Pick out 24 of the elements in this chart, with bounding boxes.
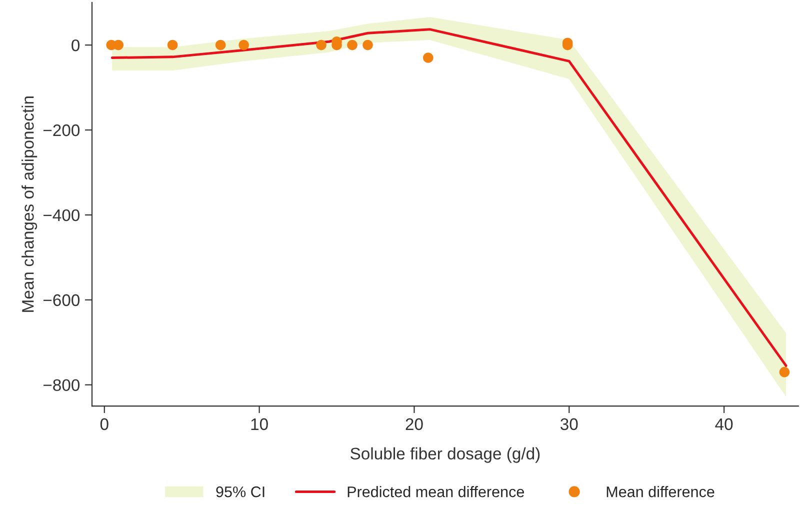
point (215, 40, 226, 50)
x-tick-label: 20 (406, 418, 423, 430)
y-axis-title: Mean changes of adiponectin (22, 96, 38, 312)
y-tick-label: 0 (72, 39, 80, 52)
x-tick-label: 40 (715, 418, 733, 430)
y-tick-label: −800 (43, 379, 80, 392)
point (347, 40, 358, 50)
point (316, 40, 326, 50)
legend-label: Mean difference (606, 486, 714, 498)
point (779, 366, 790, 378)
x-tick-label: 30 (560, 418, 578, 430)
text: 95% CI (216, 486, 264, 498)
x-tick-label: 10 (251, 418, 268, 430)
x-axis-title: Soluble fiber dosage (g/d) (350, 447, 540, 463)
point (167, 40, 178, 50)
point (423, 52, 434, 63)
point (113, 40, 124, 50)
point (362, 40, 373, 50)
point (238, 40, 249, 50)
y-tick-label: −600 (43, 294, 80, 306)
x-tick-label: 0 (100, 418, 108, 430)
legend-label: Predicted mean difference (348, 486, 524, 498)
y-tick-label: −400 (43, 209, 80, 222)
y-tick-label: −200 (43, 124, 80, 136)
